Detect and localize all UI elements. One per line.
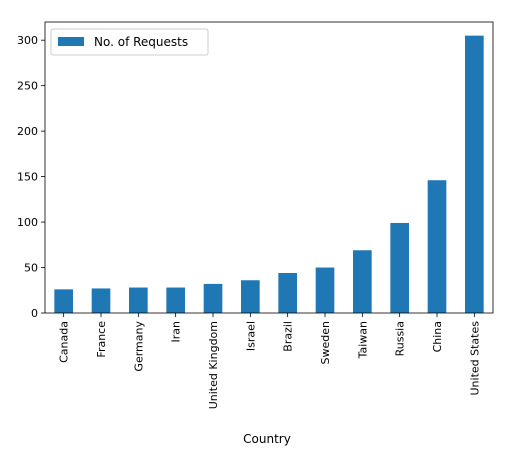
- x-tick-label: Germany: [132, 321, 145, 372]
- bar-canada: [54, 289, 73, 313]
- bar-iran: [166, 287, 185, 313]
- y-axis: 0 50 100 150 200 250 300: [17, 34, 45, 320]
- bar-france: [91, 288, 111, 313]
- x-tick-label: United Kingdom: [207, 321, 220, 409]
- y-tick-label: 50: [24, 262, 38, 275]
- x-tick-label: Russia: [394, 321, 407, 356]
- y-tick-label: 200: [17, 125, 38, 138]
- bar-germany: [129, 287, 148, 313]
- y-tick-label: 250: [17, 80, 38, 93]
- y-tick-label: 100: [17, 216, 38, 229]
- x-tick-label: Sweden: [319, 321, 332, 364]
- bar-israel: [241, 280, 260, 313]
- bar-china: [427, 180, 447, 313]
- x-tick-label: Israel: [244, 321, 257, 351]
- legend-label: No. of Requests: [94, 35, 188, 49]
- x-tick-label: United States: [468, 321, 481, 396]
- x-tick-label: Iran: [170, 321, 183, 343]
- y-tick-label: 150: [17, 171, 38, 184]
- y-tick-label: 0: [31, 307, 38, 320]
- x-tick-label: China: [431, 321, 444, 352]
- bar-sweden: [315, 267, 335, 313]
- x-tick-label: Taiwan: [356, 321, 369, 359]
- bar-brazil: [278, 272, 297, 313]
- x-tick-label: Brazil: [282, 321, 295, 352]
- y-tick-label: 300: [17, 34, 38, 47]
- bars-group: [54, 35, 484, 313]
- bar-united-kingdom: [203, 283, 223, 313]
- x-tick-label: Canada: [58, 321, 71, 363]
- legend-box: [50, 28, 209, 56]
- x-axis: Canada France Germany Iran United Kingdom Isr…: [58, 313, 481, 409]
- bar-taiwan: [353, 250, 372, 313]
- x-axis-label: Country: [243, 432, 291, 446]
- legend: No. of Requests: [50, 28, 209, 56]
- x-tick-label: France: [95, 321, 108, 358]
- plot-frame: [44, 21, 494, 314]
- bar-united-states: [465, 35, 484, 313]
- bar-russia: [390, 222, 409, 313]
- legend-swatch: [58, 37, 84, 46]
